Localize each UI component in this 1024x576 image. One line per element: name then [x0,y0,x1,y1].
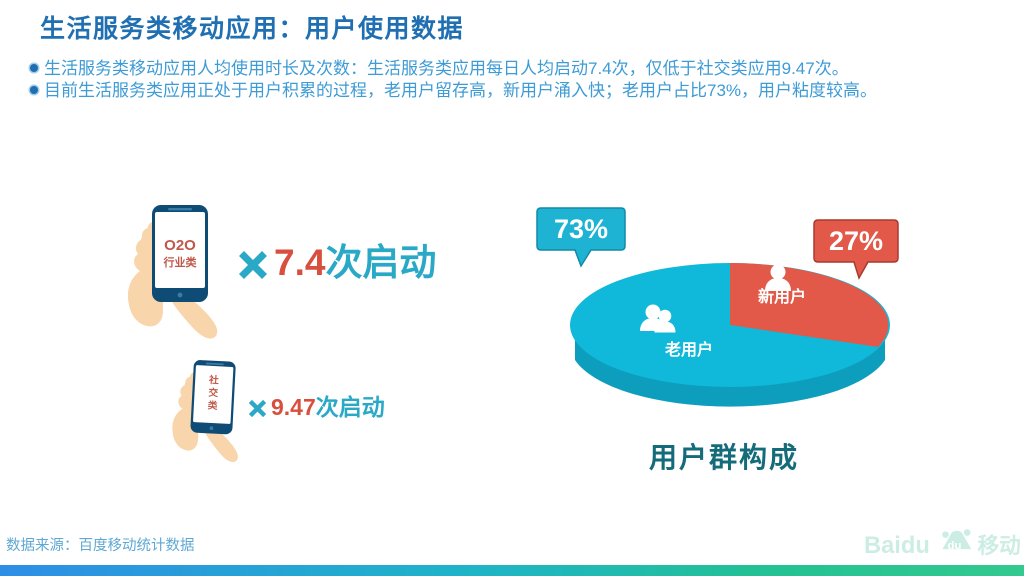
svg-text:老用户: 老用户 [664,340,713,359]
svg-text:73%: 73% [554,214,608,244]
svg-text:Baidu: Baidu [864,533,930,559]
svg-text:交: 交 [208,386,219,400]
svg-text:27%: 27% [829,226,883,256]
svg-text:社: 社 [208,373,220,387]
svg-text:类: 类 [207,399,218,413]
svg-text:新用户: 新用户 [758,287,806,306]
svg-text:du: du [948,540,962,552]
svg-text:移动: 移动 [977,533,1020,558]
svg-text:O2O: O2O [164,237,196,254]
svg-text:行业类: 行业类 [163,255,198,269]
